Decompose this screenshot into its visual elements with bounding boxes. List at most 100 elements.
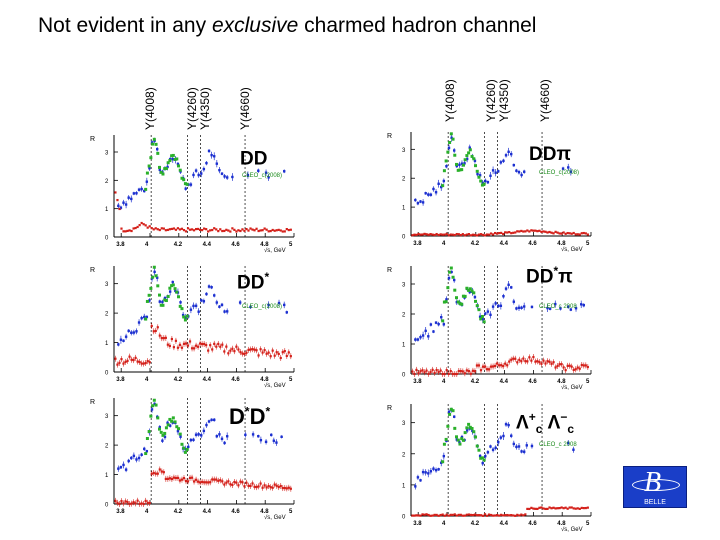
exclusive-point (516, 361, 519, 364)
panel-ddpi: R 0 1 2 3 3.8 4 4.2 4.4 4.6 4.8 5 √s, GeV CLEO_c(2008… (377, 124, 599, 254)
x-tick-label: 5 (586, 379, 590, 385)
exclusive-point (263, 227, 266, 230)
exclusive-point (221, 229, 224, 233)
belle-point (246, 173, 250, 177)
belle-point (161, 300, 164, 304)
belle-point (432, 330, 435, 333)
cleo-point (178, 168, 182, 172)
cleo-point (458, 442, 462, 446)
exclusive-point (170, 337, 173, 341)
exclusive-point (184, 342, 188, 345)
exclusive-point (174, 228, 178, 231)
exclusive-point (415, 233, 418, 236)
y-tick-label: 3 (105, 414, 109, 420)
exclusive-point (425, 513, 428, 516)
exclusive-point (451, 513, 454, 516)
belle-point (463, 162, 466, 165)
belle-point (421, 201, 425, 204)
exclusive-point (461, 370, 464, 373)
belle-point (143, 315, 146, 319)
exclusive-point (461, 514, 464, 517)
exclusive-point (237, 484, 240, 487)
belle-point (507, 283, 510, 286)
belle-point (494, 302, 497, 305)
belle-point (179, 301, 182, 304)
exclusive-point (285, 227, 288, 231)
exclusive-point (489, 232, 493, 235)
exclusive-point (150, 324, 153, 328)
cleo-point (449, 266, 453, 270)
belle-point (512, 442, 516, 446)
exclusive-point (574, 507, 577, 510)
belle-point (225, 435, 229, 438)
belle-point (137, 321, 141, 324)
exclusive-point (512, 231, 515, 234)
exclusive-point (487, 513, 491, 516)
exclusive-point (178, 479, 182, 482)
exclusive-point (142, 502, 145, 506)
y-tick-label: 1 (402, 483, 406, 489)
cleo-point (168, 417, 172, 421)
exclusive-point (192, 347, 196, 350)
exclusive-point (475, 234, 479, 237)
exclusive-point (251, 348, 254, 351)
cleo-point (177, 295, 181, 299)
exclusive-point (560, 363, 563, 366)
cleo-point (479, 456, 483, 460)
cleo-point (455, 435, 459, 439)
cleo-point (448, 140, 452, 144)
x-tick-label: 3.8 (413, 379, 422, 385)
exclusive-point (140, 502, 143, 505)
cleo-point (463, 431, 467, 435)
exclusive-point (536, 230, 539, 233)
belle-point (130, 456, 133, 460)
exclusive-point (259, 229, 262, 232)
exclusive-point (540, 506, 543, 509)
exclusive-point (544, 362, 547, 365)
belle-point (486, 180, 490, 184)
exclusive-point (493, 231, 497, 235)
exclusive-point (213, 227, 216, 230)
exclusive-point (114, 191, 117, 194)
exclusive-point (586, 233, 589, 236)
exclusive-point (271, 228, 274, 232)
cleo-point (465, 286, 469, 290)
cleo-point (170, 154, 174, 158)
cleo-point (441, 460, 445, 464)
exclusive-point (223, 229, 226, 233)
belle-point (447, 146, 451, 150)
belle-point (189, 308, 193, 311)
exclusive-point (419, 370, 422, 373)
exclusive-point (140, 221, 143, 225)
belle-point (205, 161, 208, 165)
exclusive-point (512, 357, 515, 360)
belle-point (445, 298, 448, 301)
exclusive-point (528, 507, 531, 511)
exclusive-point (445, 232, 448, 236)
cleo-point (461, 438, 465, 442)
cleo-point (472, 291, 476, 295)
belle-point (176, 162, 180, 166)
belle-point (197, 433, 200, 436)
exclusive-point (144, 224, 147, 227)
exclusive-point (415, 514, 418, 517)
belle-point (200, 434, 203, 437)
exclusive-point (148, 501, 151, 505)
exclusive-point (570, 506, 573, 509)
label-ddstar: DD* (237, 270, 270, 294)
cleo-point (455, 162, 459, 166)
belle-point (510, 152, 513, 156)
belle-point (205, 423, 208, 427)
exclusive-point (130, 502, 133, 505)
cleo-point (166, 423, 170, 427)
cleo-point (171, 283, 175, 287)
exclusive-point (508, 514, 511, 517)
exclusive-point (459, 370, 462, 373)
exclusive-point (475, 364, 479, 367)
exclusive-point (164, 229, 167, 232)
cleo-point (154, 142, 158, 146)
cleo-point (152, 265, 156, 269)
belle-point (484, 312, 487, 315)
exclusive-point (233, 228, 236, 231)
cleo-point (458, 168, 462, 172)
